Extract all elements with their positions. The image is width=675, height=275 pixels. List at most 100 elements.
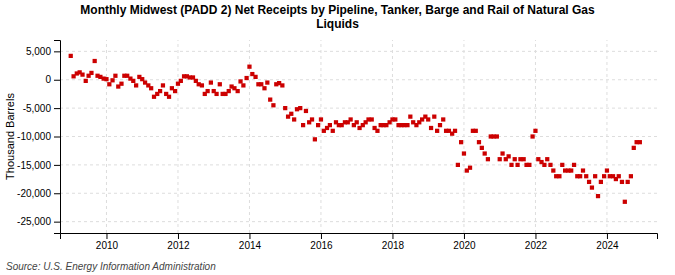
point [638,140,642,144]
point [93,59,97,63]
y-axis-tick-label: 0 [45,74,51,85]
grid-line-x [249,40,250,233]
x-axis-tick: 2022 [525,233,548,251]
point [247,65,251,69]
x-axis-tick: 2018 [382,233,405,251]
point [632,146,636,150]
y-axis-tick-label: -20,000 [17,188,51,199]
point [584,174,588,178]
point [629,174,633,178]
y-axis-tick: -5,000 [23,103,60,114]
x-axis-tick-label: 2020 [453,240,476,251]
plot-area [69,54,642,204]
grid-line-y [60,108,657,109]
point [110,78,114,82]
point [527,163,531,167]
point [310,117,314,121]
point [244,76,248,80]
point [292,117,296,121]
point [498,157,502,161]
point [289,112,293,116]
y-axis-tick: -15,000 [17,160,60,171]
point [173,89,177,93]
point [587,180,591,184]
point [349,117,353,121]
source-note: Source: U.S. Energy Information Administ… [6,261,216,272]
point [200,83,204,87]
grid-line-y [60,193,657,194]
point [84,79,88,83]
point [262,86,266,90]
chart-container: 201020122014201620182020202220245,0000-5… [0,0,675,275]
point [265,80,269,84]
x-axis-tick-label: 2018 [382,240,405,251]
x-axis-tick-mark [249,233,250,239]
point [313,137,317,141]
point [304,109,308,113]
point [206,89,210,93]
grid-line-y [60,221,657,222]
x-axis: 20102012201420162018202020222024 [61,233,658,251]
grid-line-y [60,79,657,80]
y-axis-tick-mark [54,51,60,52]
point [134,83,138,87]
grid-line-y [60,51,657,52]
x-axis-tick-label: 2016 [310,240,333,251]
point [590,185,594,189]
point [432,115,436,119]
y-axis-tick: 0 [45,74,60,85]
x-axis-tick-mark [607,233,608,239]
y-axis-tick: -20,000 [17,188,60,199]
point [533,129,537,133]
point [316,123,320,127]
point [319,117,323,121]
point [69,54,73,58]
point [408,115,412,119]
point [355,120,359,124]
point [429,126,433,130]
point [569,168,573,172]
point [530,134,534,138]
point [438,123,442,127]
point [513,157,517,161]
x-axis-tick-mark [178,233,179,239]
x-axis-tick: 2024 [596,233,619,251]
point [227,89,231,93]
y-axis-tick: -10,000 [17,131,60,142]
x-axis-tick-mark [535,233,536,239]
point [301,123,305,127]
point [441,117,445,121]
point [486,157,490,161]
grid-line-x [106,40,107,233]
point [241,83,245,87]
point [596,194,600,198]
title: Monthly Midwest (PADD 2) Net Receipts by… [80,3,595,31]
grid [60,40,657,233]
point [468,166,472,170]
x-axis-tick-mark [321,233,322,239]
point [483,151,487,155]
grid-line-x [177,40,178,233]
point [495,134,499,138]
y-axis-title: Thousand Barrels [4,93,16,180]
y-axis-line [54,41,61,234]
point [268,97,272,101]
point [593,174,597,178]
point [515,163,519,167]
point [161,83,165,87]
point [620,180,624,184]
point [435,129,439,133]
x-axis-tick: 2012 [167,233,190,251]
point [214,92,218,96]
y-axis-tick-mark [54,222,60,223]
point [236,89,240,93]
point [480,146,484,150]
point [259,82,263,86]
point [551,168,555,172]
point [253,75,257,79]
x-axis-tick-label: 2024 [596,240,619,251]
y-axis-tick-label: -15,000 [17,160,51,171]
point [393,117,397,121]
point [474,129,478,133]
point [104,77,108,81]
